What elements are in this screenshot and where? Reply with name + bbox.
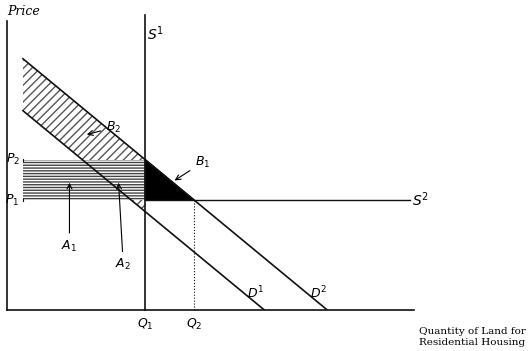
Text: Quantity of Land for
Residential Housing: Quantity of Land for Residential Housing [418,327,525,346]
Polygon shape [23,59,145,212]
Polygon shape [145,160,194,200]
Text: $A_1$: $A_1$ [62,184,78,254]
Text: $Q_1$: $Q_1$ [137,317,153,332]
Text: $S^1$: $S^1$ [147,24,164,43]
Polygon shape [23,160,145,200]
Text: $A_2$: $A_2$ [115,184,131,272]
Text: $B_1$: $B_1$ [176,155,210,180]
Polygon shape [145,160,194,200]
Text: $D^2$: $D^2$ [310,284,327,301]
Text: $B_2$: $B_2$ [88,120,122,135]
Text: $Q_2$: $Q_2$ [186,317,202,332]
Text: Price: Price [7,5,40,18]
Text: $S^2$: $S^2$ [413,191,430,210]
Text: $P_1$: $P_1$ [5,193,20,208]
Text: $P_2$: $P_2$ [5,152,20,167]
Text: $D^1$: $D^1$ [247,284,264,301]
